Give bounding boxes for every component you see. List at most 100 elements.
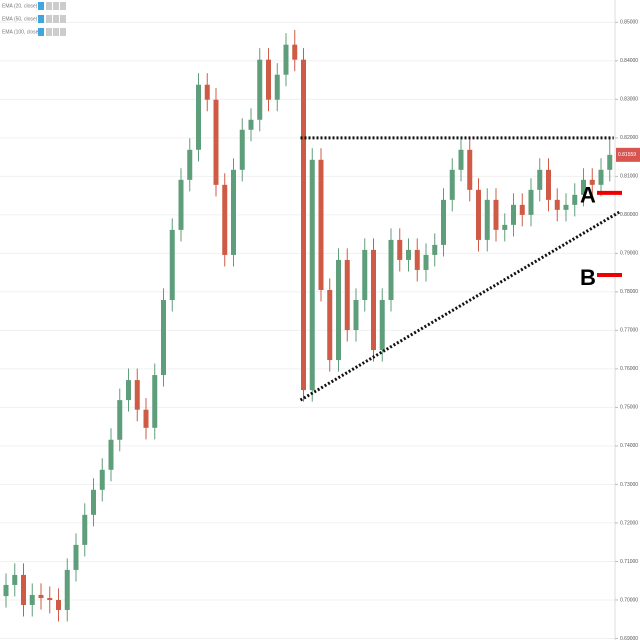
price-tag bbox=[616, 147, 640, 162]
candle-body bbox=[537, 169, 543, 190]
indicator-button bbox=[53, 2, 59, 10]
candle-body bbox=[196, 84, 201, 150]
candle-body bbox=[257, 59, 263, 120]
candle-body bbox=[397, 239, 403, 260]
candle-body bbox=[607, 154, 613, 170]
candle-body bbox=[187, 149, 193, 180]
y-tick-label: 0.74000 bbox=[620, 443, 638, 449]
y-tick-label: 0.84000 bbox=[620, 58, 638, 64]
candle-body bbox=[161, 299, 166, 376]
indicator-button bbox=[46, 2, 52, 10]
candle-body bbox=[3, 584, 9, 597]
candle-body bbox=[353, 299, 359, 331]
candle-body bbox=[126, 380, 131, 401]
candle-body bbox=[91, 489, 96, 515]
candle-body bbox=[117, 400, 123, 440]
candle-body bbox=[327, 289, 333, 361]
candle-body bbox=[318, 159, 324, 290]
candle-body bbox=[38, 594, 44, 599]
indicator-button bbox=[53, 15, 59, 23]
candle-body bbox=[458, 149, 464, 170]
candle-body bbox=[362, 249, 368, 300]
candle-body bbox=[449, 169, 455, 200]
candle-body bbox=[274, 74, 280, 100]
y-tick-label: 0.83000 bbox=[620, 97, 638, 103]
level-label: B bbox=[580, 265, 596, 290]
y-tick-label: 0.81000 bbox=[620, 174, 638, 180]
y-tick-label: 0.73000 bbox=[620, 482, 638, 488]
candle-body bbox=[476, 189, 481, 240]
candle-body bbox=[222, 184, 228, 255]
y-tick-label: 0.75000 bbox=[620, 405, 638, 411]
indicator-label: EMA (20, close) bbox=[2, 3, 38, 9]
y-tick-label: 0.78000 bbox=[620, 289, 638, 295]
candle-body bbox=[73, 544, 79, 570]
candle-body bbox=[64, 569, 70, 610]
y-tick-label: 0.80000 bbox=[620, 212, 638, 218]
candle-body bbox=[12, 574, 18, 585]
candle-body bbox=[47, 598, 53, 600]
candle-body bbox=[231, 169, 236, 255]
candle-body bbox=[598, 169, 604, 185]
y-tick-label: 0.70000 bbox=[620, 597, 638, 603]
candle-body bbox=[493, 199, 499, 230]
candle-body bbox=[248, 119, 254, 130]
candle-body bbox=[441, 199, 446, 245]
indicator-button bbox=[46, 28, 52, 36]
candle-body bbox=[169, 229, 175, 300]
candle-body bbox=[554, 199, 560, 210]
candle-body bbox=[511, 204, 516, 225]
y-tick-label: 0.79000 bbox=[620, 251, 638, 257]
candle-body bbox=[108, 439, 114, 470]
candle-body bbox=[414, 249, 420, 270]
candle-body bbox=[309, 159, 315, 391]
indicator-button bbox=[46, 15, 52, 23]
candle-body bbox=[528, 189, 534, 215]
candle-body bbox=[292, 44, 298, 60]
indicator-button bbox=[60, 15, 66, 23]
y-tick-label: 0.72000 bbox=[620, 520, 638, 526]
candle-body bbox=[239, 129, 245, 170]
candle-body bbox=[99, 469, 105, 490]
candle-body bbox=[213, 99, 219, 185]
candle-body bbox=[283, 44, 289, 75]
support-line bbox=[299, 210, 621, 402]
candle-body bbox=[178, 179, 184, 230]
candle-body bbox=[406, 249, 411, 260]
candle-body bbox=[82, 514, 88, 545]
candle-body bbox=[546, 169, 551, 200]
indicator-button bbox=[38, 28, 44, 36]
indicator-button bbox=[60, 2, 66, 10]
candle-body bbox=[379, 299, 385, 351]
y-tick-label: 0.77000 bbox=[620, 328, 638, 334]
candle-body bbox=[204, 84, 210, 100]
indicator-button bbox=[60, 28, 66, 36]
y-tick-label: 0.69000 bbox=[620, 636, 638, 640]
candle-body bbox=[581, 179, 586, 195]
candle-body bbox=[423, 254, 429, 270]
indicator-button bbox=[38, 2, 44, 10]
y-tick-label: 0.71000 bbox=[620, 559, 638, 565]
candle-body bbox=[301, 59, 306, 391]
y-tick-label: 0.82000 bbox=[620, 135, 638, 141]
candle-body bbox=[502, 224, 508, 230]
candle-body bbox=[336, 259, 341, 361]
candle-body bbox=[344, 259, 350, 331]
indicator-button bbox=[53, 28, 59, 36]
candle-body bbox=[467, 149, 473, 190]
candle-body bbox=[143, 409, 149, 428]
candle-body bbox=[21, 574, 26, 605]
y-tick-label: 0.85000 bbox=[620, 20, 638, 26]
candle-body bbox=[29, 594, 35, 605]
candle-body bbox=[266, 59, 271, 100]
indicator-button bbox=[38, 15, 44, 23]
candle-body bbox=[371, 249, 376, 351]
candle-body bbox=[152, 375, 158, 428]
candle-body bbox=[134, 380, 140, 410]
candle-body bbox=[563, 204, 569, 210]
indicator-label: EMA (50, close) bbox=[2, 16, 38, 22]
candle-body bbox=[589, 179, 595, 185]
level-label: A bbox=[580, 183, 596, 208]
